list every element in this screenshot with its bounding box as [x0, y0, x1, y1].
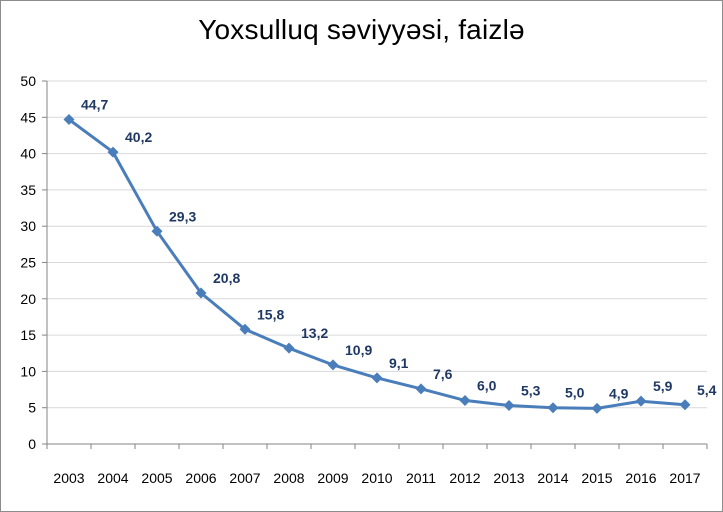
x-tick-label: 2007 [229, 470, 260, 486]
x-tick-label: 2008 [273, 470, 304, 486]
y-tick-label: 20 [20, 291, 36, 307]
x-tick-label: 2005 [141, 470, 172, 486]
data-label: 7,6 [433, 366, 453, 382]
x-tick-label: 2009 [317, 470, 348, 486]
diamond-marker [151, 225, 163, 237]
x-tick-label: 2017 [669, 470, 700, 486]
y-tick-label: 45 [20, 109, 36, 125]
data-label: 5,9 [653, 378, 673, 394]
diamond-marker [63, 113, 75, 125]
y-tick-label: 50 [20, 73, 36, 89]
data-label: 6,0 [477, 377, 497, 393]
y-tick-label: 40 [20, 146, 36, 162]
series-line [67, 118, 687, 410]
diamond-marker [591, 402, 603, 414]
series-line-path [67, 118, 687, 410]
chart-title: Yoxsulluq səviyyəsi, faizlə [198, 14, 525, 45]
y-tick-label: 10 [20, 363, 36, 379]
x-tick-label: 2006 [185, 470, 216, 486]
y-tick-label: 30 [20, 218, 36, 234]
x-tick-label: 2014 [537, 470, 568, 486]
y-tick-label: 15 [20, 327, 36, 343]
diamond-marker [503, 400, 515, 412]
data-markers [63, 113, 691, 414]
data-label: 29,3 [169, 208, 196, 224]
data-label: 5,3 [521, 383, 541, 399]
y-tick-label: 5 [28, 400, 36, 416]
diamond-marker [547, 402, 559, 414]
data-labels: 44,7 40,2 29,3 20,8 15,8 13,2 10,9 9,1 7,6 6,0 5,3… [81, 96, 717, 401]
x-tick-labels: 2003 2004 2005 2006 2007 2008 2009 2010 2011 2012… [53, 470, 700, 486]
diamond-marker [459, 394, 471, 406]
x-tick-label: 2015 [581, 470, 612, 486]
diamond-marker [327, 359, 339, 371]
y-tick-labels: 0 5 10 15 20 25 30 35 40 45 50 [20, 73, 36, 452]
diamond-marker [635, 395, 647, 407]
diamond-marker [107, 146, 119, 158]
data-label: 10,9 [345, 342, 372, 358]
data-label: 4,9 [609, 385, 629, 401]
data-label: 44,7 [81, 96, 108, 112]
y-tick-label: 25 [20, 255, 36, 271]
x-tick-label: 2016 [625, 470, 656, 486]
x-tick-label: 2012 [449, 470, 480, 486]
data-label: 9,1 [389, 355, 409, 371]
diamond-marker [239, 323, 251, 335]
x-tick-label: 2004 [97, 470, 128, 486]
axes [42, 80, 708, 449]
diamond-marker [283, 342, 295, 354]
x-tick-label: 2003 [53, 470, 84, 486]
data-label: 13,2 [301, 325, 328, 341]
diamond-marker [195, 287, 207, 299]
data-label: 15,8 [257, 306, 284, 322]
y-tick-label: 0 [28, 436, 36, 452]
data-label: 40,2 [125, 129, 152, 145]
x-tick-label: 2010 [361, 470, 392, 486]
diamond-marker [415, 383, 427, 395]
data-label: 20,8 [213, 270, 240, 286]
x-tick-label: 2011 [406, 470, 436, 486]
diamond-marker [371, 372, 383, 384]
diamond-marker [679, 399, 691, 411]
y-tick-label: 35 [20, 182, 36, 198]
data-label: 5,4 [697, 382, 717, 398]
data-label: 5,0 [565, 385, 585, 401]
x-tick-label: 2013 [493, 470, 524, 486]
